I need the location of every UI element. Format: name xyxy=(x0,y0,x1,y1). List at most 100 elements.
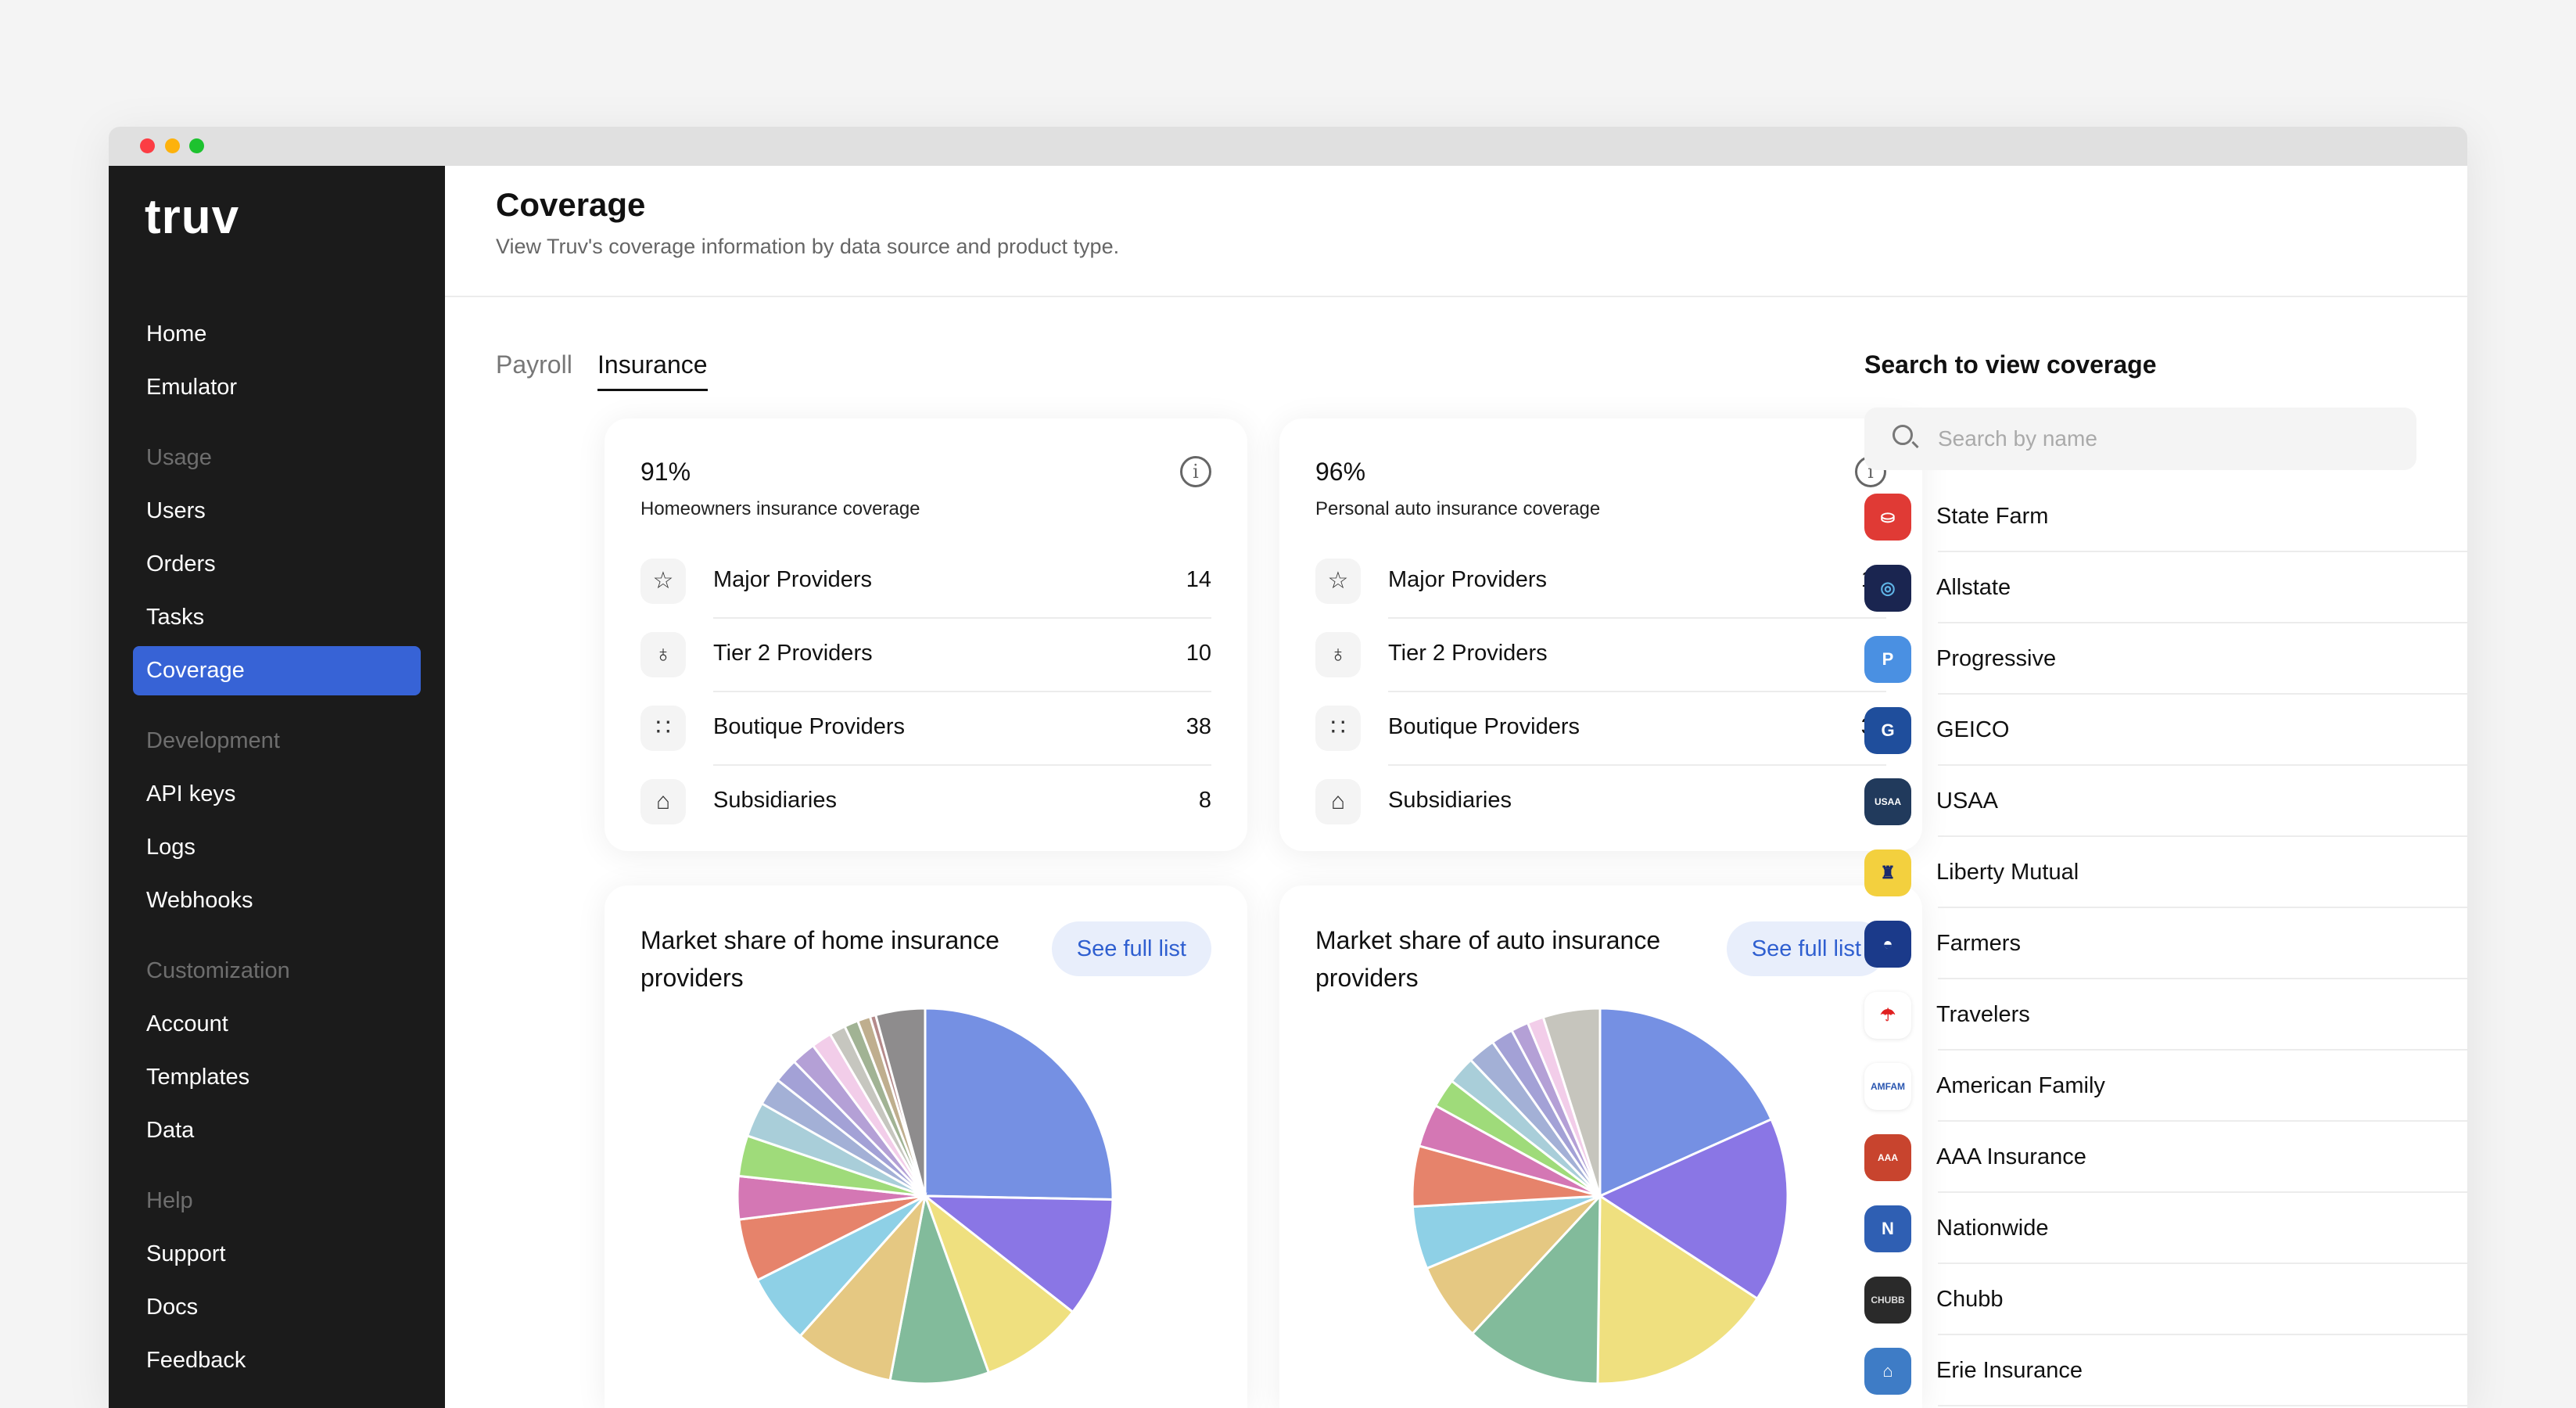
provider-name: GEICO xyxy=(1936,717,2010,742)
grid-circles-icon: ∷ xyxy=(640,706,686,751)
provider-name: American Family xyxy=(1936,1073,2105,1098)
tier-label: Tier 2 Providers xyxy=(713,641,873,666)
provider-name: AAA Insurance xyxy=(1936,1144,2086,1169)
sidebar-section-usage: Usage xyxy=(146,445,212,470)
provider-list-item[interactable]: N Nationwide xyxy=(1864,1193,2467,1264)
sidebar-item-data[interactable]: Data xyxy=(146,1118,195,1143)
sidebar-item-support[interactable]: Support xyxy=(146,1241,226,1266)
provider-list-item[interactable]: CHUBB Chubb xyxy=(1864,1264,2467,1335)
provider-logo-icon: N xyxy=(1864,1205,1911,1252)
pie-slice[interactable] xyxy=(874,1007,927,1197)
row-divider xyxy=(1938,693,2467,695)
provider-tier-row: ☆ Major Providers 14 xyxy=(640,544,1211,619)
provider-list-item[interactable]: ☂ Travelers xyxy=(1864,979,2467,1051)
provider-list-item[interactable]: ◎ Allstate xyxy=(1864,552,2467,623)
award-icon: ♁ xyxy=(1315,632,1361,677)
coverage-subtitle: Personal auto insurance coverage xyxy=(1315,498,1601,519)
tab-payroll[interactable]: Payroll xyxy=(496,350,572,379)
row-divider xyxy=(1938,1334,2467,1335)
pie-slice[interactable] xyxy=(798,1191,927,1382)
provider-list-item[interactable]: ⛀ State Farm xyxy=(1864,481,2467,552)
provider-name: Liberty Mutual xyxy=(1936,860,2079,885)
row-divider xyxy=(1938,1191,2467,1193)
sidebar-item-orders[interactable]: Orders xyxy=(146,551,216,576)
sidebar-item-api-keys[interactable]: API keys xyxy=(146,781,236,806)
tier-label: Major Providers xyxy=(1388,567,1548,592)
row-divider xyxy=(1938,551,2467,552)
sidebar-item-coverage[interactable]: Coverage xyxy=(133,646,421,695)
page-title: Coverage xyxy=(496,186,646,223)
pie-slice[interactable] xyxy=(1596,1194,1760,1385)
pie-slice[interactable] xyxy=(1597,1117,1789,1301)
sidebar-item-logs[interactable]: Logs xyxy=(146,835,196,860)
market-share-title: Market share of home insurance providers xyxy=(640,926,999,992)
sidebar-item-docs[interactable]: Docs xyxy=(146,1295,199,1320)
provider-tier-row: ∷ Boutique Providers 38 xyxy=(640,691,1211,766)
row-divider xyxy=(1388,691,1886,692)
provider-name: Travelers xyxy=(1936,1002,2030,1027)
sidebar-item-webhooks[interactable]: Webhooks xyxy=(146,888,253,913)
row-divider xyxy=(1938,1405,2467,1406)
provider-search-panel: Search to view coverage ⛀ State Farm ◎ A… xyxy=(1864,166,2467,1408)
coverage-percent: 91% xyxy=(640,458,691,486)
sidebar: truv Home Emulator Usage Users Orders Tasks Co… xyxy=(109,166,445,1408)
provider-name: Nationwide xyxy=(1936,1216,2049,1241)
row-divider xyxy=(1938,907,2467,908)
see-full-list-button[interactable]: See full list xyxy=(1726,921,1886,976)
provider-logo-icon: AMFAM xyxy=(1864,1063,1911,1110)
provider-list-item[interactable]: P Progressive xyxy=(1864,623,2467,695)
search-icon xyxy=(1893,425,1913,445)
sidebar-item-home[interactable]: Home xyxy=(146,321,207,347)
tab-insurance[interactable]: Insurance xyxy=(597,350,708,391)
provider-list-item[interactable]: AMFAM American Family xyxy=(1864,1051,2467,1122)
close-window-button[interactable] xyxy=(140,138,155,153)
search-box[interactable] xyxy=(1864,408,2416,470)
provider-name: Chubb xyxy=(1936,1287,2004,1312)
pie-slice[interactable] xyxy=(888,1191,991,1385)
minimize-window-button[interactable] xyxy=(165,138,180,153)
page-subtitle: View Truv's coverage information by data… xyxy=(496,235,1120,258)
row-divider xyxy=(1938,978,2467,979)
provider-list-item[interactable]: ⌂ Erie Insurance xyxy=(1864,1335,2467,1406)
search-input[interactable] xyxy=(1938,408,2391,470)
app-window: truv Home Emulator Usage Users Orders Tasks Co… xyxy=(109,127,2467,1408)
provider-list-item[interactable]: ◓ Farmers xyxy=(1864,908,2467,979)
provider-list-item[interactable]: ♜ Liberty Mutual xyxy=(1864,837,2467,908)
maximize-window-button[interactable] xyxy=(189,138,204,153)
sidebar-section-help: Help xyxy=(146,1188,193,1213)
pie-slice[interactable] xyxy=(1470,1193,1602,1385)
provider-tier-row: ⌂ Subsidiaries 8 xyxy=(640,764,1211,838)
pie-slice[interactable] xyxy=(921,1194,1114,1314)
provider-list-item[interactable]: G GEICO xyxy=(1864,695,2467,766)
sidebar-item-feedback[interactable]: Feedback xyxy=(146,1348,246,1373)
sidebar-item-templates[interactable]: Templates xyxy=(146,1065,250,1090)
provider-name: Allstate xyxy=(1936,575,2011,600)
pie-slice[interactable] xyxy=(1598,1007,1774,1198)
pie-slice[interactable] xyxy=(924,1007,1114,1201)
market-share-card: Market share of auto insurance providers… xyxy=(1279,885,1922,1408)
see-full-list-button[interactable]: See full list xyxy=(1051,921,1211,976)
pie-slice[interactable] xyxy=(1541,1007,1602,1197)
provider-tier-row: ♁ Tier 2 Providers 10 xyxy=(640,617,1211,692)
provider-list-item[interactable]: USAA USAA xyxy=(1864,766,2467,837)
tier-label: Boutique Providers xyxy=(1388,714,1580,739)
row-divider xyxy=(1388,617,1886,619)
tier-count: 8 xyxy=(1198,788,1211,813)
header-divider xyxy=(445,296,2467,297)
row-divider xyxy=(1938,1263,2467,1264)
sidebar-item-account[interactable]: Account xyxy=(146,1011,228,1036)
truv-logo[interactable]: truv xyxy=(145,190,240,244)
sidebar-section-customization: Customization xyxy=(146,958,290,983)
row-divider xyxy=(1938,764,2467,766)
sidebar-item-emulator[interactable]: Emulator xyxy=(146,375,238,400)
info-icon[interactable]: i xyxy=(1180,456,1211,487)
sidebar-item-tasks[interactable]: Tasks xyxy=(146,605,205,630)
pie-slice[interactable] xyxy=(922,1192,1075,1374)
coverage-stat-card: 91% Homeowners insurance coverage i ☆ Ma… xyxy=(605,418,1247,851)
provider-list-item[interactable]: AAA AAA Insurance xyxy=(1864,1122,2467,1193)
tier-label: Major Providers xyxy=(713,567,873,592)
market-share-title: Market share of auto insurance providers xyxy=(1315,926,1661,992)
provider-logo-icon: ⛀ xyxy=(1864,494,1911,541)
sidebar-item-users[interactable]: Users xyxy=(146,498,206,523)
provider-tier-row: ♁ Tier 2 Providers 8 xyxy=(1315,617,1886,692)
